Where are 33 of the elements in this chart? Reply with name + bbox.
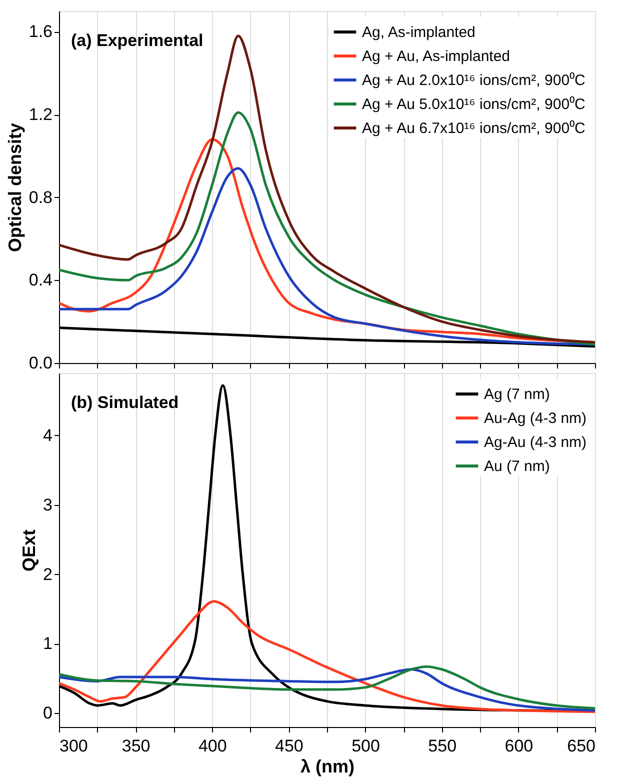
y-tick-label: 1 <box>43 634 52 654</box>
text: (a) Experimental <box>71 31 204 50</box>
legend-label: Ag + Au, As-implanted <box>362 48 510 65</box>
y-tick-label: 3 <box>43 495 52 514</box>
legend-label: Ag-Au (4-3 nm) <box>484 434 587 451</box>
line-series <box>59 600 595 713</box>
x-tick-label: 350 <box>122 736 150 756</box>
y-tick-label: 0.0 <box>28 354 52 372</box>
x-tick-label: 500 <box>352 736 380 756</box>
legend-label: Ag (7 nm) <box>484 386 550 403</box>
x-axis-title: λ (nm) <box>300 756 355 776</box>
legend-label: Ag + Au 5.0x10¹⁶ ions/cm², 900⁰C <box>362 96 586 113</box>
y-axis-title: QExt <box>19 529 40 572</box>
legend-label: Ag + Au 6.7x10¹⁶ ions/cm², 900⁰C <box>362 120 586 137</box>
y-tick-label: 4 <box>43 426 52 445</box>
legend-label: Ag + Au 2.0x10¹⁶ ions/cm², 900⁰C <box>362 72 586 89</box>
y-tick-label: 0.4 <box>28 270 52 290</box>
legend-label: Au (7 nm) <box>484 458 550 475</box>
text: (b) Simulated <box>71 393 179 412</box>
legend-label: Ag, As-implanted <box>362 24 476 41</box>
x-tick-label: 450 <box>275 736 304 756</box>
x-tick-label: 600 <box>504 736 534 756</box>
x-tick-label: 300 <box>60 736 88 756</box>
y-tick-label: 0.8 <box>28 188 52 207</box>
legend-label: Au-Ag (4-3 nm) <box>484 410 587 427</box>
x-tick-label: 650 <box>567 736 596 756</box>
x-tick-label: 550 <box>428 736 457 756</box>
y-tick-label: 1.6 <box>28 22 52 42</box>
x-tick-label: 400 <box>198 736 227 756</box>
y-tick-label: 1.2 <box>28 105 52 124</box>
y-tick-label: 0 <box>43 704 52 723</box>
y-axis-title: Optical density <box>4 122 25 252</box>
y-tick-label: 2 <box>43 564 52 584</box>
